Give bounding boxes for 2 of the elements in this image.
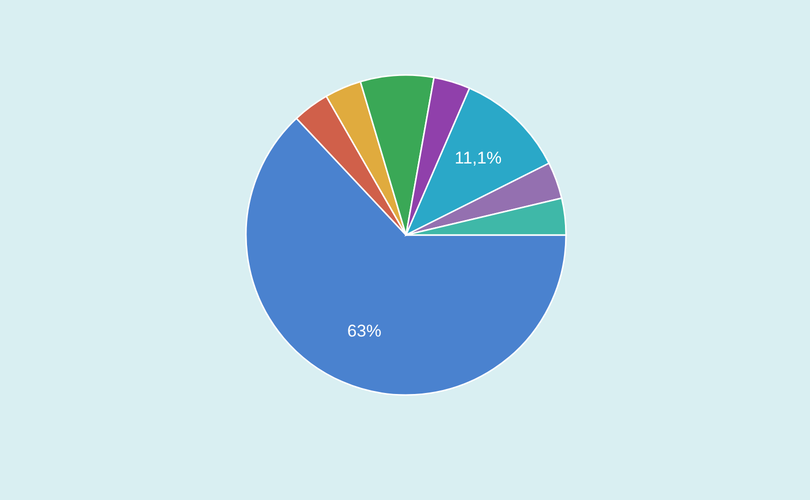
data-label: 11,1% bbox=[454, 148, 502, 168]
data-label: 63% bbox=[347, 321, 382, 340]
